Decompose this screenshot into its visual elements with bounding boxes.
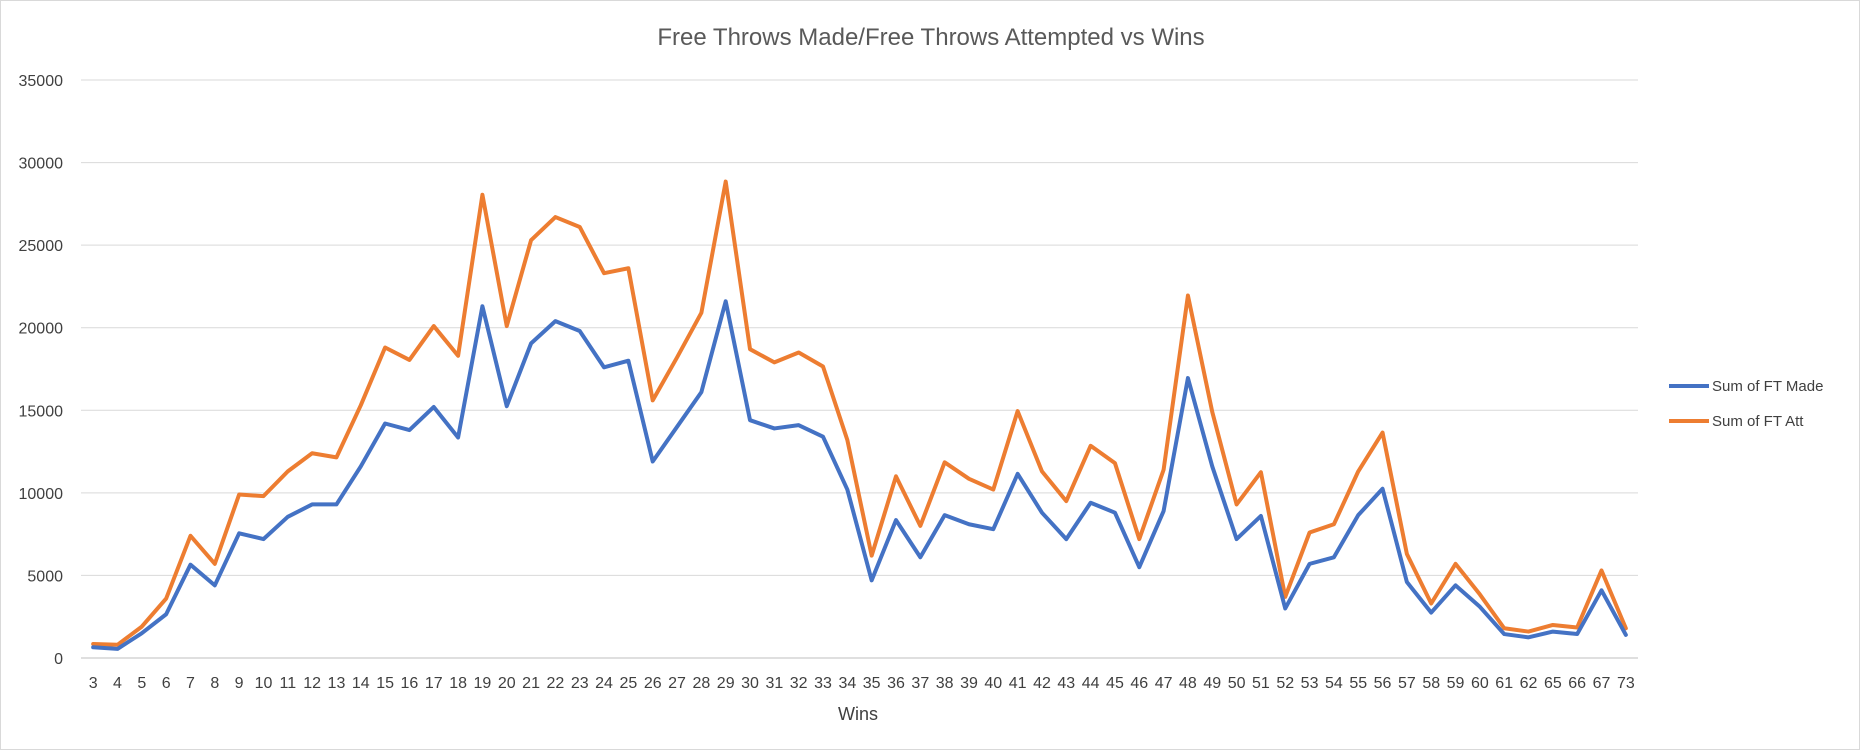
x-tick-label: 16: [401, 675, 419, 692]
x-axis-title: Wins: [838, 704, 878, 724]
x-tick-label: 57: [1398, 675, 1416, 692]
x-tick-label: 30: [741, 675, 759, 692]
x-tick-label: 41: [1009, 675, 1027, 692]
x-tick-label: 48: [1179, 675, 1197, 692]
x-tick-label: 23: [571, 675, 589, 692]
x-tick-label: 46: [1130, 675, 1148, 692]
y-tick-label: 25000: [19, 238, 64, 255]
x-tick-label: 53: [1301, 675, 1319, 692]
x-tick-label: 18: [449, 675, 467, 692]
x-tick-label: 50: [1228, 675, 1246, 692]
x-tick-label: 12: [303, 675, 321, 692]
x-tick-label: 10: [255, 675, 273, 692]
x-tick-label: 25: [619, 675, 637, 692]
x-tick-label: 20: [498, 675, 516, 692]
chart-title: Free Throws Made/Free Throws Attempted v…: [657, 24, 1204, 51]
y-tick-label: 5000: [27, 568, 63, 585]
y-axis-tick-labels: 0 5000 10000 15000 20000 25000 30000 35000: [19, 73, 64, 668]
x-tick-label: 13: [328, 675, 346, 692]
x-tick-label: 4: [113, 675, 122, 692]
x-tick-label: 40: [984, 675, 1002, 692]
series-line: [93, 301, 1626, 649]
x-tick-label: 49: [1203, 675, 1221, 692]
x-tick-label: 19: [474, 675, 492, 692]
x-tick-label: 56: [1374, 675, 1392, 692]
x-tick-label: 33: [814, 675, 832, 692]
y-tick-label: 35000: [19, 73, 64, 90]
x-tick-label: 35: [863, 675, 881, 692]
x-tick-label: 73: [1617, 675, 1635, 692]
y-tick-label: 30000: [19, 156, 64, 173]
x-tick-label: 55: [1349, 675, 1367, 692]
x-tick-label: 8: [210, 675, 219, 692]
x-tick-label: 21: [522, 675, 540, 692]
x-tick-label: 11: [279, 675, 296, 692]
x-tick-label: 22: [547, 675, 565, 692]
x-tick-label: 17: [425, 675, 443, 692]
y-tick-label: 20000: [19, 321, 64, 338]
x-tick-label: 47: [1155, 675, 1173, 692]
x-tick-label: 36: [887, 675, 905, 692]
series-group: [93, 301, 1626, 649]
x-tick-label: 42: [1033, 675, 1051, 692]
x-tick-label: 39: [960, 675, 978, 692]
x-tick-label: 54: [1325, 675, 1343, 692]
x-tick-label: 37: [911, 675, 929, 692]
legend: Sum of FT Made Sum of FT Att: [1669, 378, 1823, 430]
x-tick-label: 26: [644, 675, 662, 692]
x-tick-label: 5: [137, 675, 146, 692]
x-tick-label: 24: [595, 675, 613, 692]
series-lines: [93, 181, 1626, 649]
legend-label: Sum of FT Att: [1712, 413, 1804, 430]
x-tick-label: 52: [1276, 675, 1294, 692]
x-tick-label: 59: [1447, 675, 1465, 692]
x-tick-label: 34: [838, 675, 856, 692]
x-tick-label: 28: [692, 675, 710, 692]
x-tick-label: 67: [1593, 675, 1611, 692]
x-tick-label: 38: [936, 675, 954, 692]
y-tick-label: 0: [54, 651, 63, 668]
x-tick-label: 27: [668, 675, 686, 692]
y-tick-label: 10000: [19, 486, 64, 503]
x-tick-label: 9: [235, 675, 244, 692]
x-tick-label: 65: [1544, 675, 1562, 692]
x-tick-label: 32: [790, 675, 808, 692]
x-tick-label: 14: [352, 675, 370, 692]
x-tick-label: 66: [1568, 675, 1586, 692]
x-tick-label: 7: [186, 675, 195, 692]
x-tick-label: 3: [89, 675, 98, 692]
x-tick-label: 44: [1082, 675, 1100, 692]
x-tick-label: 60: [1471, 675, 1489, 692]
x-tick-label: 29: [717, 675, 735, 692]
legend-label: Sum of FT Made: [1712, 378, 1823, 395]
x-tick-label: 6: [162, 675, 171, 692]
x-tick-label: 45: [1106, 675, 1124, 692]
x-tick-label: 62: [1520, 675, 1538, 692]
x-tick-label: 61: [1495, 675, 1513, 692]
x-tick-label: 58: [1422, 675, 1440, 692]
x-tick-label: 15: [376, 675, 394, 692]
x-tick-label: 43: [1057, 675, 1075, 692]
y-tick-label: 15000: [19, 403, 64, 420]
x-tick-label: 31: [765, 675, 783, 692]
x-tick-label: 51: [1252, 675, 1270, 692]
